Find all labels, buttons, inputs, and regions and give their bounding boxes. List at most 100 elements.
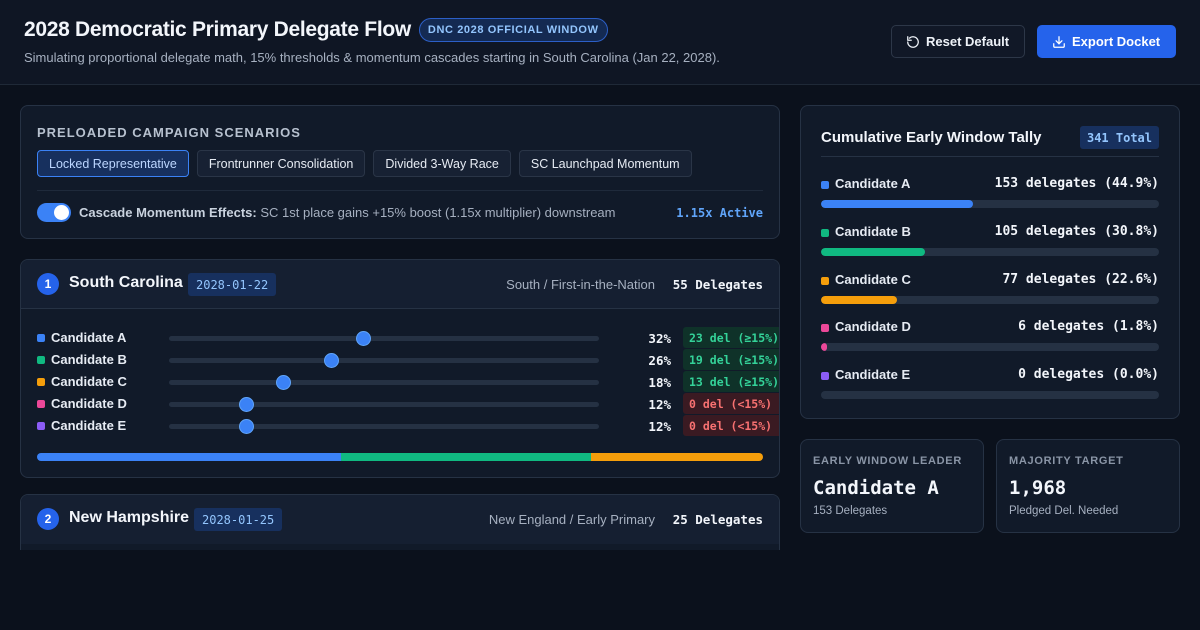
title-row: 2028 Democratic Primary Delegate Flow DN…: [24, 18, 608, 42]
vote-percentage: 12%: [648, 419, 671, 434]
candidate-color-swatch: [821, 277, 829, 285]
stat-value: Candidate A: [813, 477, 939, 499]
delegate-allocation-badge: 0 del (<15%): [683, 393, 779, 414]
stat-label: EARLY WINDOW LEADER: [813, 455, 962, 467]
candidate-color-swatch: [821, 229, 829, 237]
scenario-chips: Locked Representative Frontrunner Consol…: [37, 150, 692, 177]
candidate-row-candidate-c: Candidate C 18% 13 del (≥15%): [37, 371, 779, 392]
delegate-allocation-bar: [37, 453, 763, 461]
tally-candidate-name: Candidate D: [835, 319, 911, 334]
delegate-allocation-badge: 19 del (≥15%): [683, 349, 779, 370]
tally-progress-track: [821, 343, 1159, 351]
candidate-color-swatch: [821, 324, 829, 332]
cascade-detail: SC 1st place gains +15% boost (1.15x mul…: [260, 205, 616, 220]
state-header: 1 South Carolina 2028-01-22 South / Firs…: [21, 260, 779, 309]
vote-share-slider[interactable]: [169, 419, 599, 434]
candidate-row-candidate-e: Candidate E 12% 0 del (<15%): [37, 415, 779, 436]
slider-thumb[interactable]: [239, 419, 255, 434]
allocation-segment-candidate-b: [340, 453, 592, 461]
tally-total-badge: 341 Total: [1079, 126, 1159, 149]
delegate-allocation-badge: 23 del (≥15%): [683, 327, 779, 348]
tally-progress-fill: [821, 343, 828, 351]
candidate-name: Candidate D: [51, 396, 127, 411]
candidate-color-swatch: [37, 356, 45, 364]
tally-candidate-name: Candidate E: [835, 367, 911, 382]
cascade-label: Cascade Momentum Effects:: [79, 205, 257, 220]
scenarios-panel: PRELOADED CAMPAIGN SCENARIOS Locked Repr…: [20, 105, 780, 239]
tally-progress-track: [821, 248, 1159, 256]
scenario-chip-locked-representative[interactable]: Locked Representative: [37, 150, 189, 177]
tally-delegate-count: 0 delegates (0.0%): [1018, 367, 1159, 382]
scenario-chip-frontrunner-consolidation[interactable]: Frontrunner Consolidation: [196, 150, 366, 177]
candidate-name: Candidate A: [51, 330, 127, 345]
tally-row-candidate-e: Candidate E 0 delegates (0.0%): [821, 367, 1159, 401]
tally-progress-track: [821, 200, 1159, 208]
tally-row-candidate-d: Candidate D 6 delegates (1.8%): [821, 319, 1159, 353]
page-title: 2028 Democratic Primary Delegate Flow: [24, 18, 411, 41]
page-subtitle: Simulating proportional delegate math, 1…: [24, 50, 720, 65]
delegate-allocation-badge: 13 del (≥15%): [683, 371, 779, 392]
scenario-chip-divided-3-way-race[interactable]: Divided 3-Way Race: [373, 150, 511, 177]
tally-title: Cumulative Early Window Tally: [821, 129, 1042, 146]
early-window-leader-card: EARLY WINDOW LEADER Candidate A 153 Dele…: [800, 439, 984, 533]
vote-percentage: 32%: [648, 331, 671, 346]
state-region: South / First-in-the-Nation: [506, 277, 655, 292]
candidate-row-candidate-d: Candidate D 12% 0 del (<15%): [37, 393, 779, 414]
state-region: New England / Early Primary: [488, 512, 655, 527]
cascade-status: 1.15x Active: [676, 206, 763, 220]
scenarios-heading: PRELOADED CAMPAIGN SCENARIOS: [37, 125, 301, 140]
vote-percentage: 12%: [648, 397, 671, 412]
state-number-badge: 2: [37, 508, 59, 530]
candidate-row-candidate-b: Candidate B 26% 19 del (≥15%): [37, 349, 779, 370]
tally-delegate-count: 153 delegates (44.9%): [994, 176, 1159, 191]
state-date: 2028-01-22: [188, 273, 277, 296]
state-name: New Hampshire: [69, 509, 190, 526]
candidate-color-swatch: [821, 372, 829, 380]
slider-thumb[interactable]: [355, 331, 371, 346]
candidate-row-candidate-a: Candidate A 32% 23 del (≥15%): [37, 327, 779, 348]
vote-share-slider[interactable]: [169, 397, 599, 412]
tally-delegate-count: 105 delegates (30.8%): [994, 224, 1159, 239]
slider-thumb[interactable]: [324, 353, 340, 368]
vote-share-slider[interactable]: [169, 375, 599, 390]
candidate-color-swatch: [821, 181, 829, 189]
stat-subtext: Pledged Del. Needed: [1009, 505, 1119, 517]
allocation-segment-candidate-a: [37, 453, 341, 461]
scenarios-divider: [37, 190, 763, 191]
tally-progress-track: [821, 296, 1159, 304]
cascade-momentum-toggle[interactable]: [37, 203, 71, 222]
tally-divider: [821, 156, 1159, 157]
candidate-name: Candidate C: [51, 374, 127, 389]
tally-candidate-name: Candidate A: [835, 176, 911, 191]
delegate-allocation-badge: 0 del (<15%): [683, 415, 779, 436]
reset-default-label: Reset Default: [926, 34, 1010, 49]
tally-candidate-name: Candidate C: [835, 272, 911, 287]
tally-row-candidate-a: Candidate A 153 delegates (44.9%): [821, 176, 1159, 210]
candidate-name: Candidate B: [51, 352, 127, 367]
candidate-color-swatch: [37, 378, 45, 386]
official-window-badge: DNC 2028 OFFICIAL WINDOW: [418, 18, 608, 42]
reset-default-button[interactable]: Reset Default: [891, 25, 1025, 58]
vote-share-slider[interactable]: [169, 353, 599, 368]
cascade-description: Cascade Momentum Effects: SC 1st place g…: [79, 205, 616, 220]
candidate-color-swatch: [37, 334, 45, 342]
vote-percentage: 18%: [648, 375, 671, 390]
export-docket-button[interactable]: Export Docket: [1037, 25, 1176, 58]
app-header: 2028 Democratic Primary Delegate Flow DN…: [0, 0, 1200, 85]
state-delegates: 25 Delegates: [672, 512, 763, 527]
reset-icon: [907, 35, 919, 48]
majority-target-card: MAJORITY TARGET 1,968 Pledged Del. Neede…: [996, 439, 1180, 533]
state-card-south-carolina: 1 South Carolina 2028-01-22 South / Firs…: [20, 259, 780, 478]
toggle-knob: [54, 205, 69, 220]
state-delegates: 55 Delegates: [672, 277, 763, 292]
tally-progress-fill: [821, 296, 898, 304]
state-header: 2 New Hampshire 2028-01-25 New England /…: [21, 495, 779, 544]
export-docket-label: Export Docket: [1072, 34, 1161, 49]
slider-thumb[interactable]: [275, 375, 291, 390]
vote-share-slider[interactable]: [169, 331, 599, 346]
state-date: 2028-01-25: [194, 508, 283, 531]
scenario-chip-sc-launchpad-momentum[interactable]: SC Launchpad Momentum: [518, 150, 692, 177]
tally-delegate-count: 77 delegates (22.6%): [1002, 272, 1159, 287]
slider-thumb[interactable]: [239, 397, 255, 412]
tally-delegate-count: 6 delegates (1.8%): [1018, 319, 1159, 334]
